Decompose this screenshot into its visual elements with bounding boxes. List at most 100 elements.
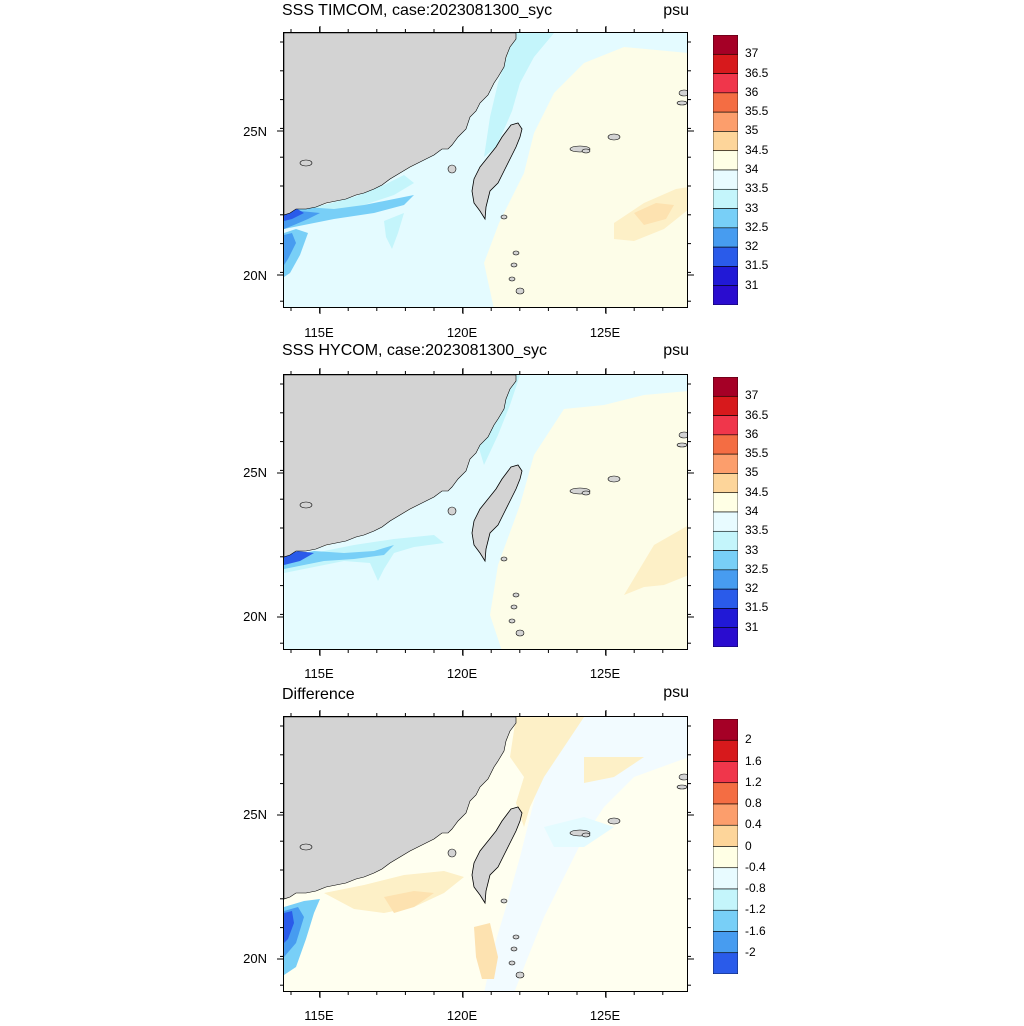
colorbar-swatch	[713, 53, 738, 74]
colorbar-swatch	[713, 92, 738, 113]
lat-label-25n: 25N	[243, 807, 267, 822]
colorbar-swatch	[713, 530, 738, 551]
small-island	[512, 934, 520, 940]
small-island	[447, 164, 457, 174]
small-island	[508, 276, 516, 282]
colorbar-level-label: -1.2	[745, 902, 766, 917]
lat-label-20n: 20N	[243, 951, 267, 966]
small-island	[676, 100, 687, 106]
coastal-fresh-band	[284, 535, 444, 581]
colorbar-swatch	[713, 803, 738, 826]
colorbar-swatch	[713, 492, 738, 513]
colorbar-swatch	[713, 395, 738, 416]
colorbar-swatch	[713, 208, 738, 229]
colorbar-swatch	[713, 73, 738, 94]
difference-panel: Difference psu 25N 20N 115E 120E 125E 2 1…	[0, 684, 1024, 1026]
small-island	[678, 431, 687, 439]
lat-label-25n: 25N	[243, 124, 267, 139]
positive-difference-region	[324, 871, 464, 913]
colorbar-level-label: 1.6	[745, 753, 762, 768]
lat-label-20n: 20N	[243, 609, 267, 624]
colorbar-swatches	[713, 719, 738, 974]
colorbar-level-label: -0.8	[745, 881, 766, 895]
colorbar-swatch	[713, 246, 738, 267]
colorbar	[713, 719, 738, 974]
colorbar-level-label: 34.5	[745, 484, 769, 499]
panel-title: SSS TIMCOM, case:2023081300_syc	[282, 2, 553, 19]
colorbar-swatch	[713, 569, 738, 590]
colorbar-swatch	[713, 824, 738, 847]
colorbar-swatch	[713, 227, 738, 248]
colorbar-level-label: 36	[745, 84, 759, 99]
small-island	[299, 501, 313, 509]
small-island	[508, 960, 516, 966]
small-island	[515, 287, 525, 295]
lat-label-25n: 25N	[243, 465, 267, 480]
colorbar-level-label: 33	[745, 200, 759, 215]
small-island	[510, 262, 518, 268]
map-canvas	[284, 717, 687, 991]
colorbar-swatch	[713, 415, 738, 436]
plume-region	[284, 195, 414, 229]
colorbar-swatches	[713, 377, 738, 647]
timcom-panel: SSS TIMCOM, case:2023081300_syc psu 25N …	[0, 0, 1024, 342]
colorbar-swatch	[713, 608, 738, 629]
colorbar-swatch	[713, 719, 738, 741]
colorbar-swatch	[713, 473, 738, 494]
colorbar-level-label: 31.5	[745, 258, 769, 273]
colorbar-swatch	[713, 150, 738, 171]
colorbar-level-label: -0.4	[745, 859, 766, 874]
small-island	[508, 618, 516, 624]
colorbar-level-label: 37	[745, 388, 759, 403]
small-island	[607, 133, 621, 141]
map-canvas	[284, 33, 687, 307]
small-island	[299, 159, 313, 167]
colorbar-level-label: 35	[745, 465, 759, 480]
small-island	[678, 773, 687, 781]
colorbar-level-label: 32.5	[745, 219, 769, 234]
colorbar-swatch	[713, 588, 738, 609]
colorbar-level-label: 35.5	[745, 446, 769, 461]
colorbar	[713, 377, 738, 647]
colorbar-level-label: -2	[745, 944, 756, 959]
colorbar-level-label: 31.5	[745, 600, 769, 615]
colorbar-level-label: 32	[745, 239, 759, 254]
plume-core	[284, 233, 296, 265]
difference-map	[283, 716, 688, 992]
panel-title: SSS HYCOM, case:2023081300_syc	[282, 342, 548, 359]
colorbar-swatch	[713, 434, 738, 455]
small-island	[510, 946, 518, 952]
colorbar-swatch	[713, 35, 738, 55]
colorbar-level-label: 36.5	[745, 407, 769, 422]
colorbar-swatch	[713, 867, 738, 890]
lon-label-115e: 115E	[304, 666, 334, 681]
small-island	[607, 475, 621, 483]
colorbar-level-label: 34.5	[745, 142, 769, 157]
colorbar-level-label: 1.2	[745, 774, 762, 789]
small-island	[581, 832, 591, 838]
colorbar-swatch	[713, 761, 738, 784]
saline-eddy	[634, 203, 674, 225]
colorbar-swatch	[713, 131, 738, 152]
colorbar-swatch	[713, 739, 738, 762]
colorbar-swatch	[713, 846, 738, 869]
lon-label-120e: 120E	[446, 1008, 478, 1023]
colorbar-swatch	[713, 188, 738, 209]
positive-difference-region	[510, 717, 584, 827]
small-island	[512, 592, 520, 598]
near-zero-region	[484, 717, 687, 991]
small-island	[512, 250, 520, 256]
panel-title: Difference	[282, 686, 355, 703]
colorbar-level-label: 0	[745, 838, 752, 853]
small-island	[581, 148, 591, 154]
small-island	[510, 604, 518, 610]
colorbar-swatch	[713, 169, 738, 190]
salinity-map	[283, 32, 688, 308]
colorbar-level-label: 32.5	[745, 561, 769, 576]
saline-eddy	[624, 526, 687, 595]
lon-label-125e: 125E	[589, 1008, 621, 1023]
plume-core	[284, 551, 314, 565]
lon-label-125e: 125E	[589, 325, 621, 340]
colorbar-level-label: 34	[745, 504, 759, 518]
small-island	[447, 506, 457, 516]
